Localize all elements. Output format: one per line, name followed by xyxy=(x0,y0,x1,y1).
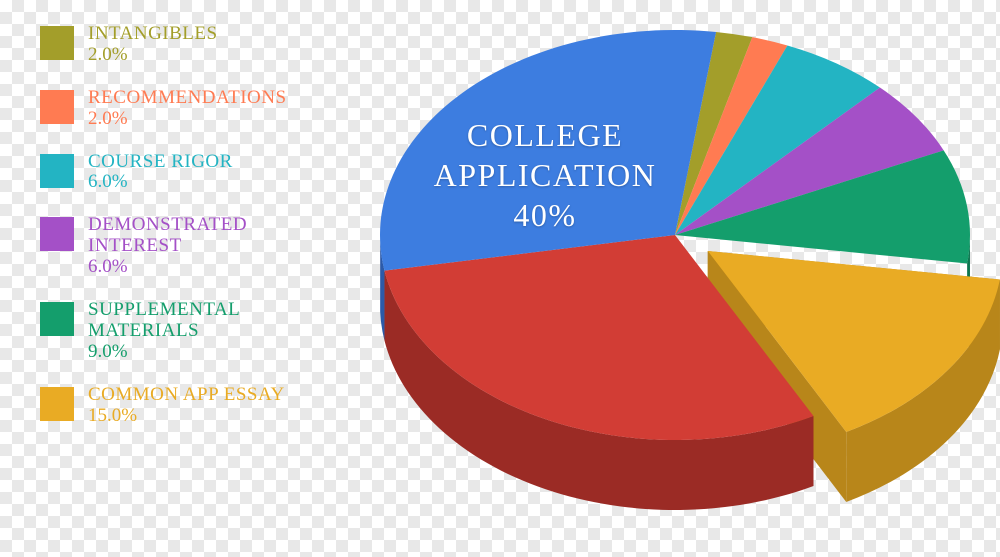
center-line2: APPLICATION xyxy=(400,155,690,195)
legend-swatch xyxy=(40,302,74,336)
chart-container: INTANGIBLES 2.0% RECOMMENDATIONS 2.0% CO… xyxy=(0,0,1000,557)
legend-item: COMMON APP ESSAY 15.0% xyxy=(40,385,300,427)
legend-item: SUPPLEMENTAL MATERIALS 9.0% xyxy=(40,300,300,363)
legend-label: COMMON APP ESSAY xyxy=(88,385,285,406)
legend-swatch xyxy=(40,217,74,251)
legend-percent: 2.0% xyxy=(88,45,218,66)
legend-label: SUPPLEMENTAL MATERIALS xyxy=(88,300,300,342)
legend: INTANGIBLES 2.0% RECOMMENDATIONS 2.0% CO… xyxy=(40,24,300,448)
pie-chart: COLLEGE APPLICATION 40% xyxy=(280,0,1000,557)
legend-swatch xyxy=(40,26,74,60)
legend-item: DEMONSTRATED INTEREST 6.0% xyxy=(40,215,300,278)
legend-label: RECOMMENDATIONS xyxy=(88,88,287,109)
legend-label: INTANGIBLES xyxy=(88,24,218,45)
legend-percent: 9.0% xyxy=(88,342,300,363)
legend-swatch xyxy=(40,387,74,421)
legend-label: DEMONSTRATED INTEREST xyxy=(88,215,300,257)
legend-percent: 2.0% xyxy=(88,109,287,130)
legend-swatch xyxy=(40,154,74,188)
legend-item: COURSE RIGOR 6.0% xyxy=(40,152,300,194)
chart-center-label: COLLEGE APPLICATION 40% xyxy=(400,115,690,235)
legend-percent: 6.0% xyxy=(88,257,300,278)
legend-item: INTANGIBLES 2.0% xyxy=(40,24,300,66)
legend-item: RECOMMENDATIONS 2.0% xyxy=(40,88,300,130)
legend-percent: 6.0% xyxy=(88,172,233,193)
center-line3: 40% xyxy=(400,195,690,235)
legend-swatch xyxy=(40,90,74,124)
legend-label: COURSE RIGOR xyxy=(88,152,233,173)
legend-percent: 15.0% xyxy=(88,406,285,427)
center-line1: COLLEGE xyxy=(400,115,690,155)
